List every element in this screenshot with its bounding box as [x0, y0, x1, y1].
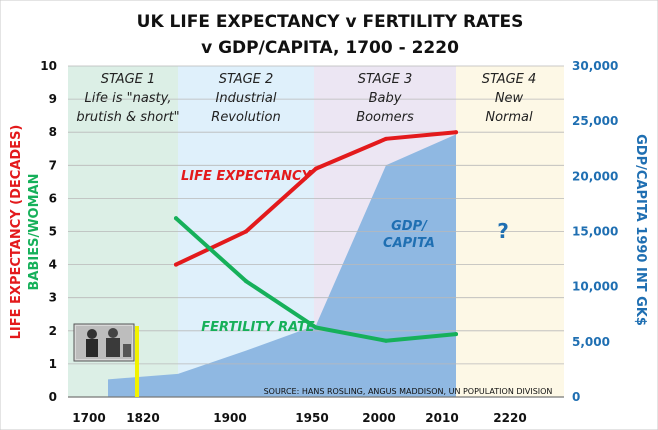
x-tick-label: 1820: [126, 411, 159, 425]
stage-2-title: STAGE 2: [219, 72, 274, 87]
life-point: [174, 262, 178, 267]
stage-2-line3: Revolution: [211, 110, 280, 125]
stage-3-label: STAGE 3 Baby Boomers: [356, 72, 414, 125]
left-tick-label: 9: [49, 92, 57, 106]
life-point: [244, 229, 248, 234]
life-expectancy-annotation: LIFE EXPECTANCY: [181, 169, 313, 184]
stage-4-line3: Normal: [485, 110, 533, 125]
x-tick-label: 1700: [72, 411, 105, 425]
x-tick-label: 2010: [425, 411, 458, 425]
stage-4-label: STAGE 4 New Normal: [482, 72, 537, 125]
historical-photo: [73, 323, 135, 362]
left-axis-label-life: LIFE EXPECTANCY (DECADES): [9, 125, 24, 340]
fertility-rate-annotation: FERTILITY RATE: [201, 320, 315, 335]
stage-4-title: STAGE 4: [482, 72, 537, 87]
stage-1-line3: brutish & short": [76, 110, 179, 125]
left-tick-label: 10: [40, 59, 57, 73]
left-tick-label: 5: [49, 225, 57, 239]
year-marker-bar: [135, 326, 139, 397]
x-tick-label: 1950: [295, 411, 328, 425]
left-tick-label: 7: [49, 158, 57, 172]
fertility-point: [454, 332, 458, 337]
right-tick-label: 25,000: [572, 114, 618, 128]
right-tick-label: 30,000: [572, 59, 618, 73]
stage-3-line3: Boomers: [356, 110, 414, 125]
gdp-area: [108, 134, 456, 397]
stage-1-label: STAGE 1 Life is "nasty, brutish & short": [76, 72, 179, 125]
left-tick-label: 0: [49, 390, 57, 404]
stage-4-line2: New: [495, 91, 524, 106]
x-tick-label: 1900: [213, 411, 246, 425]
left-tick-label: 8: [49, 125, 57, 139]
life-point: [454, 130, 458, 135]
x-tick-label: 2000: [362, 411, 395, 425]
life-point: [314, 166, 318, 171]
left-axis-label-babies: BABIES/WOMAN: [27, 174, 42, 291]
stage-3-line2: Baby: [369, 91, 402, 106]
right-axis-ticks: 0 5,000 10,000 15,000 20,000 25,000 30,000: [572, 59, 618, 404]
left-tick-label: 6: [49, 191, 57, 205]
gridlines: [68, 65, 564, 398]
right-tick-label: 0: [572, 390, 580, 404]
left-tick-label: 3: [49, 291, 57, 305]
stage-1-line2: Life is "nasty,: [85, 91, 172, 106]
life-point: [384, 136, 388, 141]
x-tick-label: 2220: [493, 411, 526, 425]
chart-title-line1: UK LIFE EXPECTANCY v FERTILITY RATES: [137, 12, 524, 32]
stage-2-line2: Industrial: [216, 91, 277, 106]
fertility-point: [174, 216, 178, 221]
stage-3-title: STAGE 3: [358, 72, 413, 87]
stage-2-label: STAGE 2 Industrial Revolution: [211, 72, 280, 125]
right-tick-label: 15,000: [572, 225, 618, 239]
right-tick-label: 5,000: [572, 335, 610, 349]
fertility-point: [314, 325, 318, 330]
left-tick-label: 1: [49, 357, 57, 371]
question-mark-annotation: ?: [497, 219, 509, 243]
x-axis-ticks: 1700 1820 1900 1950 2000 2010 2220: [72, 411, 526, 425]
left-axis-ticks: 0 1 2 3 4 5 6 7 8 9 10: [40, 59, 57, 404]
left-tick-label: 4: [49, 258, 57, 272]
stage-1-title: STAGE 1: [101, 72, 156, 87]
gdp-annotation-line2: CAPITA: [383, 236, 435, 251]
fertility-point: [384, 338, 388, 343]
left-tick-label: 2: [49, 324, 57, 338]
gdp-annotation-line1: GDP/: [391, 219, 428, 234]
right-axis-label: GDP/CAPITA 1990 INT GK$: [633, 134, 648, 326]
source-note: SOURCE: HANS ROSLING, ANGUS MADDISON, UN…: [264, 387, 553, 396]
chart-title-line2: v GDP/CAPITA, 1700 - 2220: [201, 38, 459, 58]
right-tick-label: 20,000: [572, 169, 618, 183]
right-tick-label: 10,000: [572, 280, 618, 294]
fertility-point: [244, 279, 248, 284]
